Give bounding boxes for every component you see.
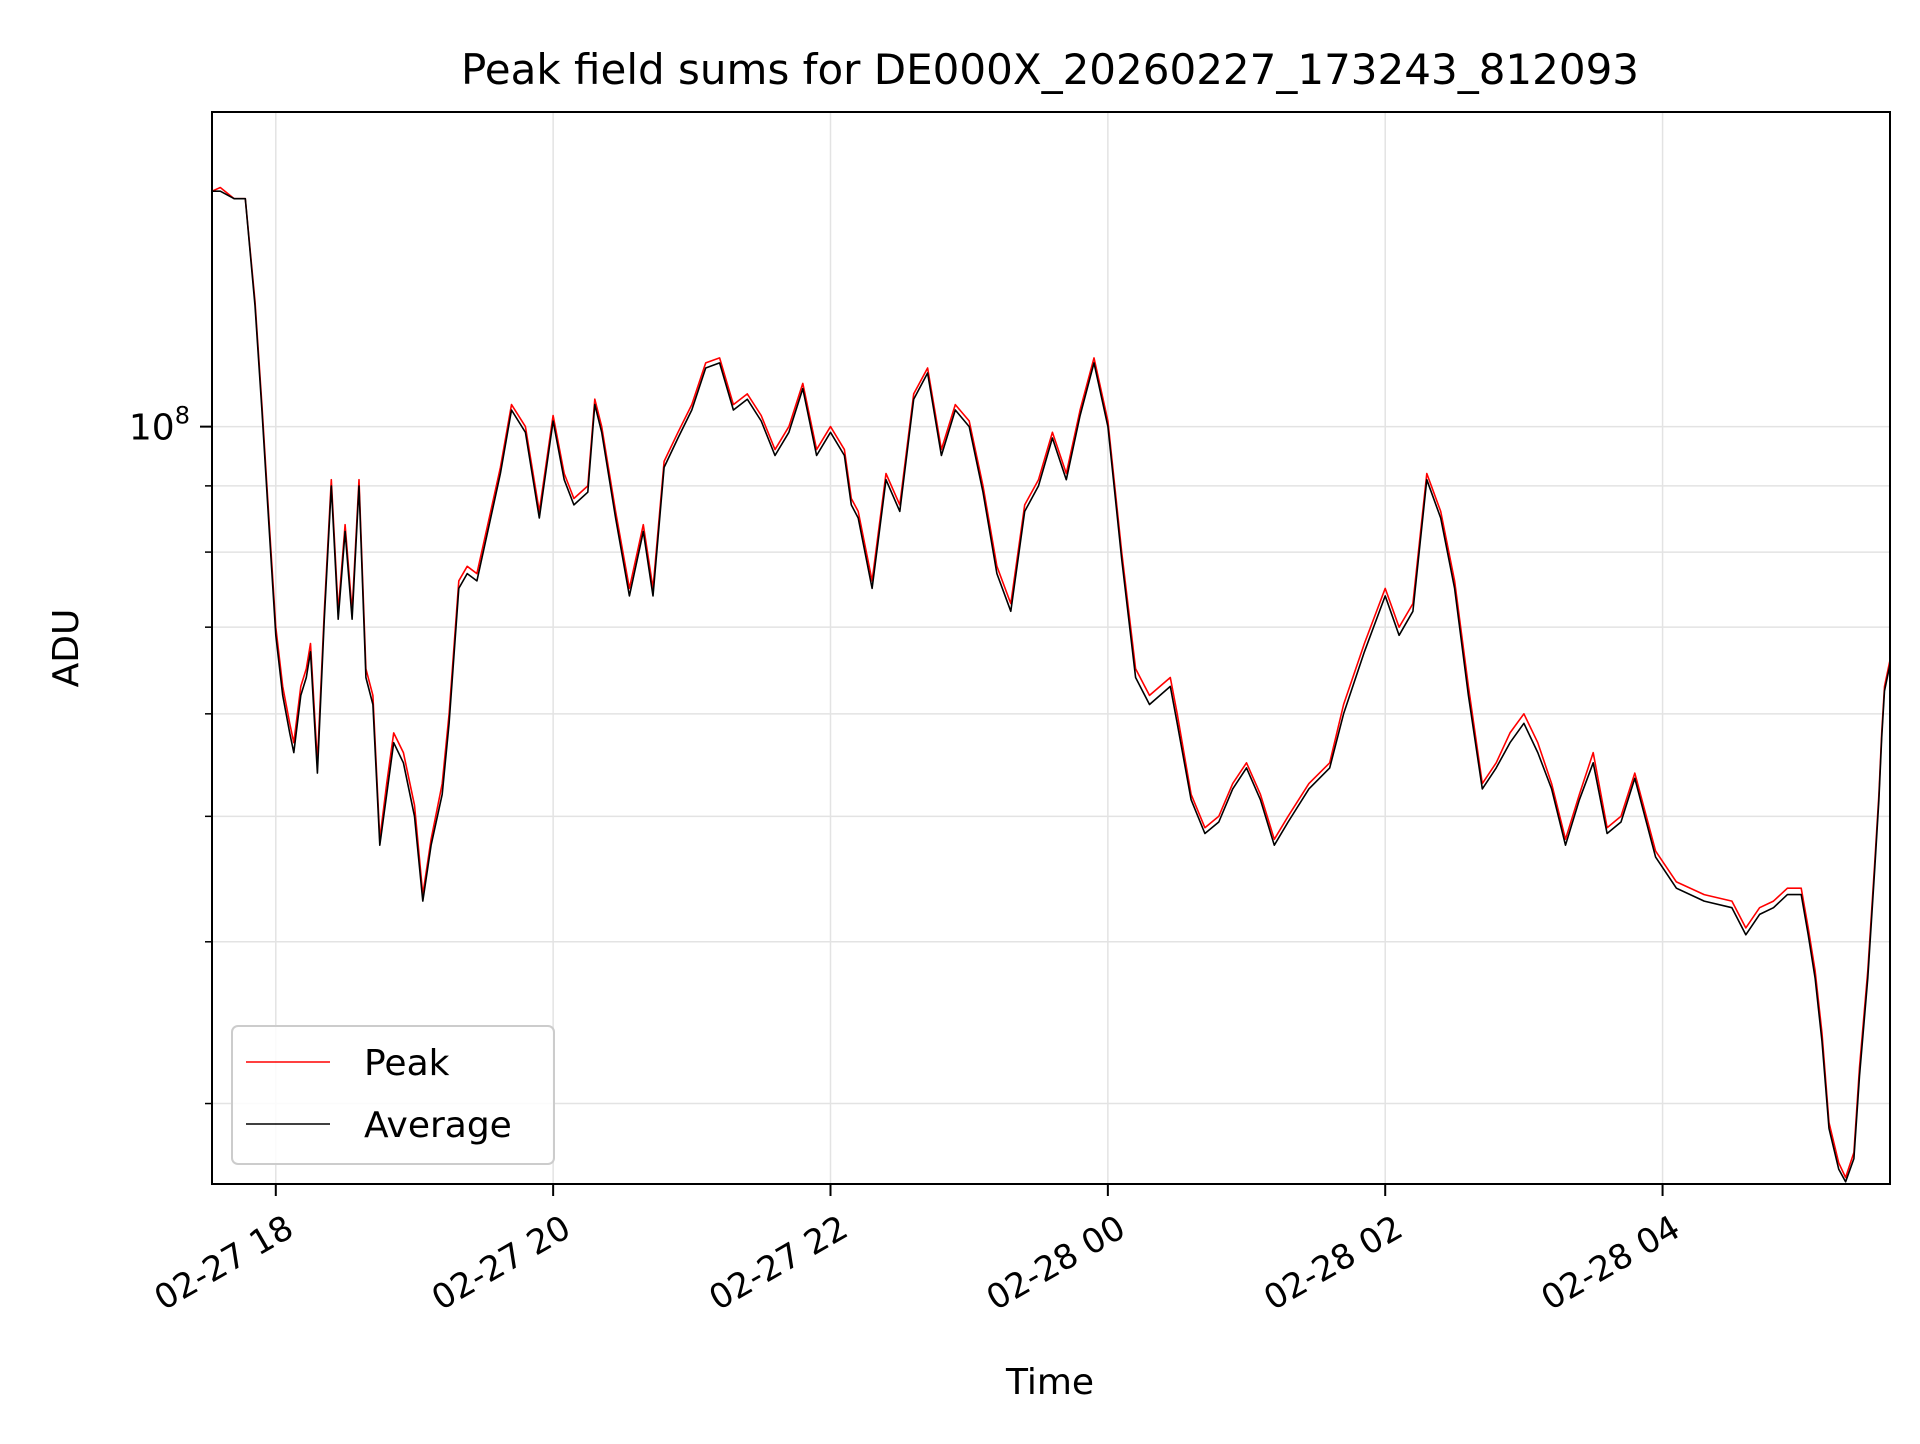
series-lines [212,186,1890,1183]
chart-title: Peak field sums for DE000X_20260227_1732… [461,45,1639,94]
legend-label-average: Average [364,1105,512,1146]
plot-frame [211,111,1891,1185]
x-axis-label: Time [1005,1362,1094,1403]
grid-lines [212,112,1890,1184]
y-axis-label: ADU [46,609,87,688]
legend-box [231,1025,555,1165]
series-line-average [212,190,1890,1183]
y-tick-label: 108 [129,402,190,449]
legend-label-peak: Peak [364,1043,450,1084]
series-line-peak [212,186,1890,1179]
legend: Peak Average [231,1025,555,1165]
